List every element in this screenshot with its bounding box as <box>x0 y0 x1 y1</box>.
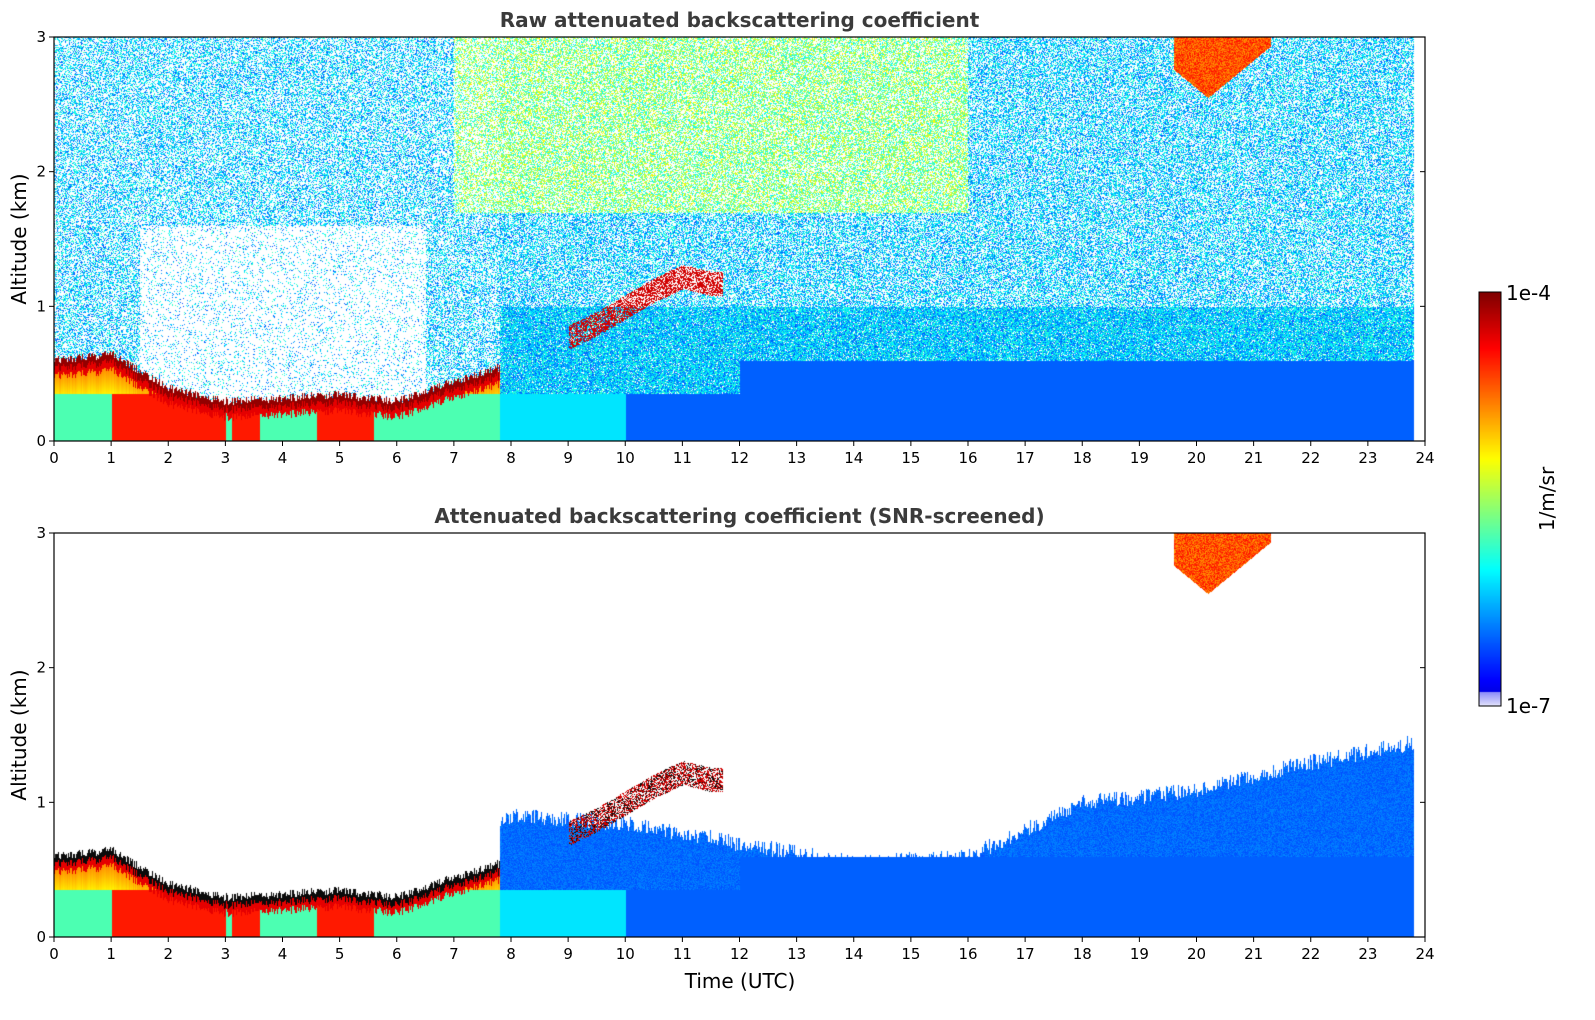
x-tick-label: 18 <box>1073 945 1092 963</box>
x-tick-label: 7 <box>449 945 459 963</box>
x-tick-label: 8 <box>506 449 516 467</box>
x-tick-label: 24 <box>1415 945 1434 963</box>
x-tick-label: 17 <box>1016 945 1035 963</box>
x-tick-label: 8 <box>506 945 516 963</box>
x-tick-label: 22 <box>1301 945 1320 963</box>
x-tick-label: 6 <box>392 449 402 467</box>
bottom-plot-frame <box>53 532 1426 938</box>
colorbar-unit-label: 1/m/sr <box>1535 466 1559 531</box>
x-tick-label: 0 <box>49 449 59 467</box>
top-plot-frame <box>53 36 1426 442</box>
x-tick-label: 3 <box>221 449 231 467</box>
bottom-panel-title: Attenuated backscattering coefficient (S… <box>434 504 1045 528</box>
x-tick-label: 23 <box>1358 449 1377 467</box>
x-tick-label: 19 <box>1130 945 1149 963</box>
x-tick-label: 5 <box>335 449 345 467</box>
colorbar-min-label: 1e-7 <box>1506 694 1551 718</box>
x-tick-label: 18 <box>1073 449 1092 467</box>
x-tick-label: 6 <box>392 945 402 963</box>
colorbar <box>1479 292 1501 706</box>
x-tick-label: 2 <box>163 449 173 467</box>
x-tick-label: 21 <box>1244 945 1263 963</box>
x-tick-label: 22 <box>1301 449 1320 467</box>
x-tick-label: 20 <box>1187 945 1206 963</box>
colorbar-max-label: 1e-4 <box>1506 281 1551 305</box>
x-tick-label: 11 <box>673 945 692 963</box>
x-tick-label: 21 <box>1244 449 1263 467</box>
y-tick-label: 1 <box>36 297 46 315</box>
x-tick-label: 16 <box>958 449 977 467</box>
bottom-heatmap <box>54 533 1425 937</box>
x-tick-label: 10 <box>616 449 635 467</box>
x-tick-label: 19 <box>1130 449 1149 467</box>
x-tick-label: 24 <box>1415 449 1434 467</box>
x-tick-label: 12 <box>730 449 749 467</box>
top-panel-title: Raw attenuated backscattering coefficien… <box>499 8 980 32</box>
x-tick-label: 2 <box>163 945 173 963</box>
x-tick-label: 1 <box>106 945 116 963</box>
y-tick-label: 2 <box>36 659 46 677</box>
x-tick-label: 4 <box>278 449 288 467</box>
x-tick-label: 20 <box>1187 449 1206 467</box>
y-tick-label: 1 <box>36 793 46 811</box>
bottom-axis-ticks: 0 1 2 3 4 5 6 7 8 9 10 11 12 13 14 15 16 17 18 19 20 21 22 23 24… <box>36 524 1434 963</box>
x-tick-label: 4 <box>278 945 288 963</box>
x-tick-label: 5 <box>335 945 345 963</box>
x-tick-label: 17 <box>1016 449 1035 467</box>
x-tick-label: 0 <box>49 945 59 963</box>
x-tick-label: 9 <box>563 945 573 963</box>
bottom-y-axis-label: Altitude (km) <box>7 669 31 800</box>
x-tick-label: 12 <box>730 945 749 963</box>
x-tick-label: 16 <box>958 945 977 963</box>
x-tick-label: 23 <box>1358 945 1377 963</box>
x-tick-label: 15 <box>901 945 920 963</box>
y-tick-label: 3 <box>36 28 46 46</box>
x-tick-label: 9 <box>563 449 573 467</box>
x-tick-label: 10 <box>616 945 635 963</box>
x-tick-label: 7 <box>449 449 459 467</box>
x-tick-label: 13 <box>787 945 806 963</box>
x-tick-label: 15 <box>901 449 920 467</box>
top-y-axis-label: Altitude (km) <box>7 173 31 304</box>
x-axis-label: Time (UTC) <box>684 969 796 993</box>
colorbar-frame <box>1478 291 1502 707</box>
x-tick-label: 11 <box>673 449 692 467</box>
x-tick-label: 14 <box>844 945 863 963</box>
x-tick-label: 1 <box>106 449 116 467</box>
x-tick-label: 3 <box>221 945 231 963</box>
y-tick-label: 2 <box>36 163 46 181</box>
top-axis-ticks: 0 1 2 3 4 5 6 7 8 9 10 11 12 13 14 15 16 17 18 19 20 21 22 23 24… <box>36 28 1434 467</box>
top-heatmap <box>54 37 1425 441</box>
y-tick-label: 0 <box>36 432 46 450</box>
x-tick-label: 14 <box>844 449 863 467</box>
x-tick-label: 13 <box>787 449 806 467</box>
y-tick-label: 3 <box>36 524 46 542</box>
y-tick-label: 0 <box>36 928 46 946</box>
